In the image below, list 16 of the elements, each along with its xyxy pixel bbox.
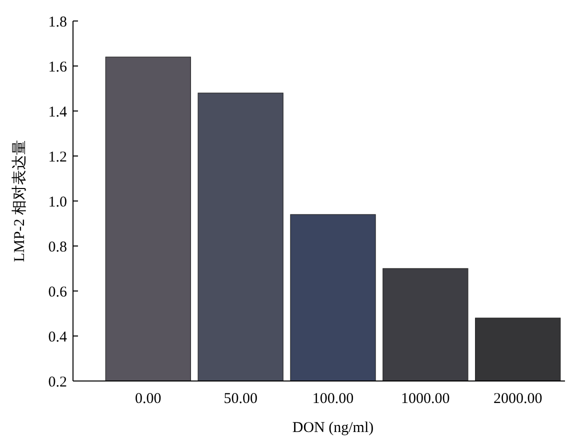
y-tick-label: 1.2: [48, 149, 67, 166]
x-tick-label: 2000.00: [493, 391, 542, 407]
x-tick-label: 50.00: [224, 391, 258, 407]
y-tick-label: 1.8: [48, 14, 67, 30]
y-tick-label: 0.4: [48, 329, 68, 346]
x-axis-title: DON (ng/ml): [292, 420, 374, 436]
x-tick-label: 0.00: [135, 391, 162, 407]
y-tick-label: 0.2: [48, 374, 67, 390]
y-tick-label: 1.0: [48, 194, 67, 210]
y-axis-title: LMP-2 相对表达量: [11, 140, 28, 262]
x-tick-label: 1000.00: [401, 391, 450, 407]
y-tick-label: 1.4: [48, 104, 68, 120]
y-tick-label: 0.8: [48, 239, 67, 256]
x-tick-label: 100.00: [312, 391, 354, 407]
y-tick-label: 1.6: [48, 59, 68, 76]
y-tick-label: 0.6: [48, 284, 68, 300]
